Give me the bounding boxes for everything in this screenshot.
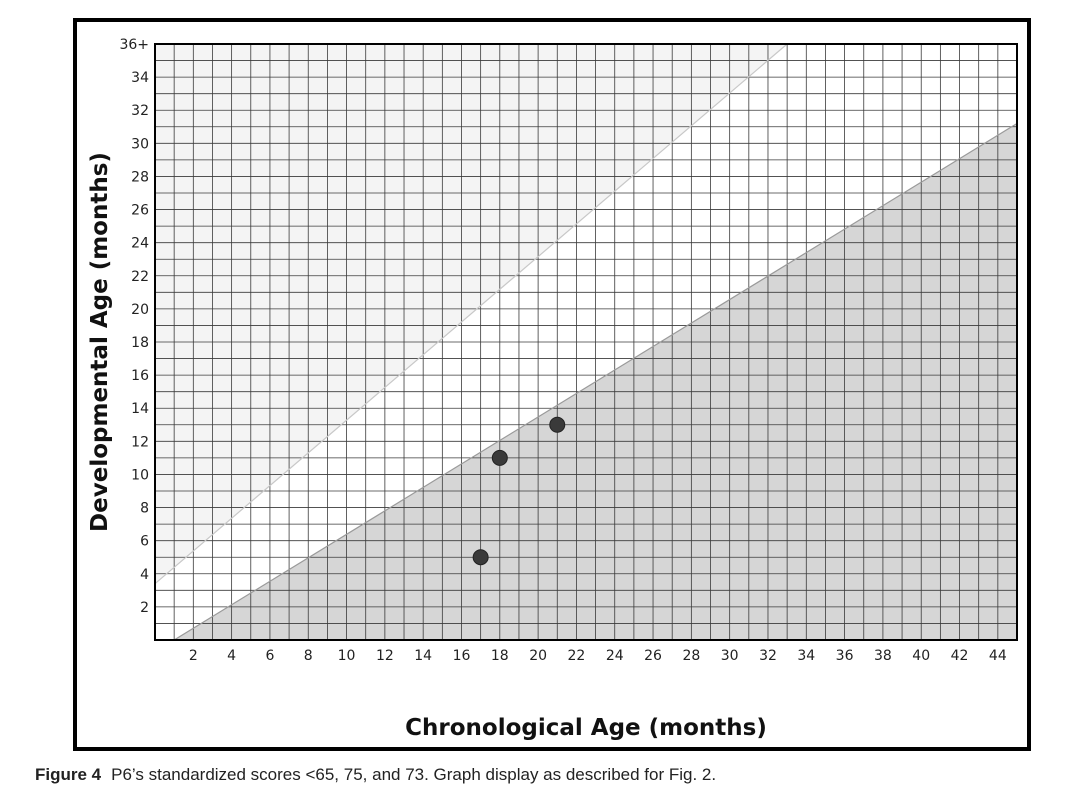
y-tick-label: 6 <box>140 534 149 550</box>
figure-caption: Figure 4 P6’s standardized scores <65, 75… <box>35 765 716 785</box>
x-tick-label: 30 <box>721 648 739 664</box>
y-tick-label: 4 <box>140 567 149 583</box>
caption-label: Figure 4 <box>35 765 102 784</box>
upper-reference-line <box>154 43 788 585</box>
x-tick-label: 20 <box>529 648 547 664</box>
x-tick-label: 26 <box>644 648 662 664</box>
figure-frame: 2 4 6 8 10 12 14 16 18 20 22 24 26 28 30 32 34 36 38 40 42 44… <box>73 18 1031 751</box>
x-tick-label: 44 <box>989 648 1007 664</box>
y-tick-label: 10 <box>131 467 149 483</box>
reference-lines <box>154 43 1018 641</box>
x-tick-label: 42 <box>951 648 969 664</box>
y-tick-label: 36+ <box>119 37 149 53</box>
x-tick-label: 2 <box>189 648 198 664</box>
x-tick-label: 36 <box>836 648 854 664</box>
plot-border <box>154 43 1018 641</box>
x-tick-label: 40 <box>912 648 930 664</box>
y-tick-label: 12 <box>131 434 149 450</box>
x-tick-label: 12 <box>376 648 394 664</box>
y-tick-label: 20 <box>131 302 149 318</box>
x-tick-label: 38 <box>874 648 892 664</box>
y-tick-label: 22 <box>131 269 149 285</box>
x-tick-label: 10 <box>338 648 356 664</box>
y-axis-title: Developmental Age (months) <box>87 152 113 532</box>
x-tick-labels: 2 4 6 8 10 12 14 16 18 20 22 24 26 28 30 32 34 36 38 40 42 44 <box>189 648 1007 664</box>
y-tick-label: 14 <box>131 401 149 417</box>
y-tick-label: 24 <box>131 236 149 252</box>
x-tick-label: 18 <box>491 648 509 664</box>
y-tick-label: 30 <box>131 136 149 152</box>
x-tick-label: 16 <box>453 648 471 664</box>
data-points <box>472 416 566 566</box>
x-tick-label: 32 <box>759 648 777 664</box>
y-tick-label: 16 <box>131 368 149 384</box>
x-axis-title: Chronological Age (months) <box>405 715 767 741</box>
x-tick-label: 4 <box>227 648 236 664</box>
y-tick-label: 18 <box>131 335 149 351</box>
grid-lines <box>155 44 1017 640</box>
data-point <box>472 549 489 566</box>
data-point <box>549 416 566 433</box>
x-tick-label: 24 <box>606 648 624 664</box>
y-tick-label: 32 <box>131 103 149 119</box>
y-tick-label: 34 <box>131 70 149 86</box>
x-tick-label: 14 <box>414 648 432 664</box>
y-tick-label: 28 <box>131 169 149 185</box>
y-tick-label: 26 <box>131 203 149 219</box>
x-tick-label: 22 <box>568 648 586 664</box>
x-tick-label: 6 <box>265 648 274 664</box>
y-tick-label: 2 <box>140 600 149 616</box>
y-tick-label: 8 <box>140 501 149 517</box>
x-tick-label: 34 <box>797 648 815 664</box>
data-point <box>491 449 508 466</box>
x-tick-label: 28 <box>682 648 700 664</box>
lower-reference-line <box>173 122 1018 641</box>
developmental-age-chart: 2 4 6 8 10 12 14 16 18 20 22 24 26 28 30 32 34 36 38 40 42 44… <box>87 37 1018 741</box>
x-tick-label: 8 <box>304 648 313 664</box>
caption-text: P6’s standardized scores <65, 75, and 73… <box>111 765 717 784</box>
